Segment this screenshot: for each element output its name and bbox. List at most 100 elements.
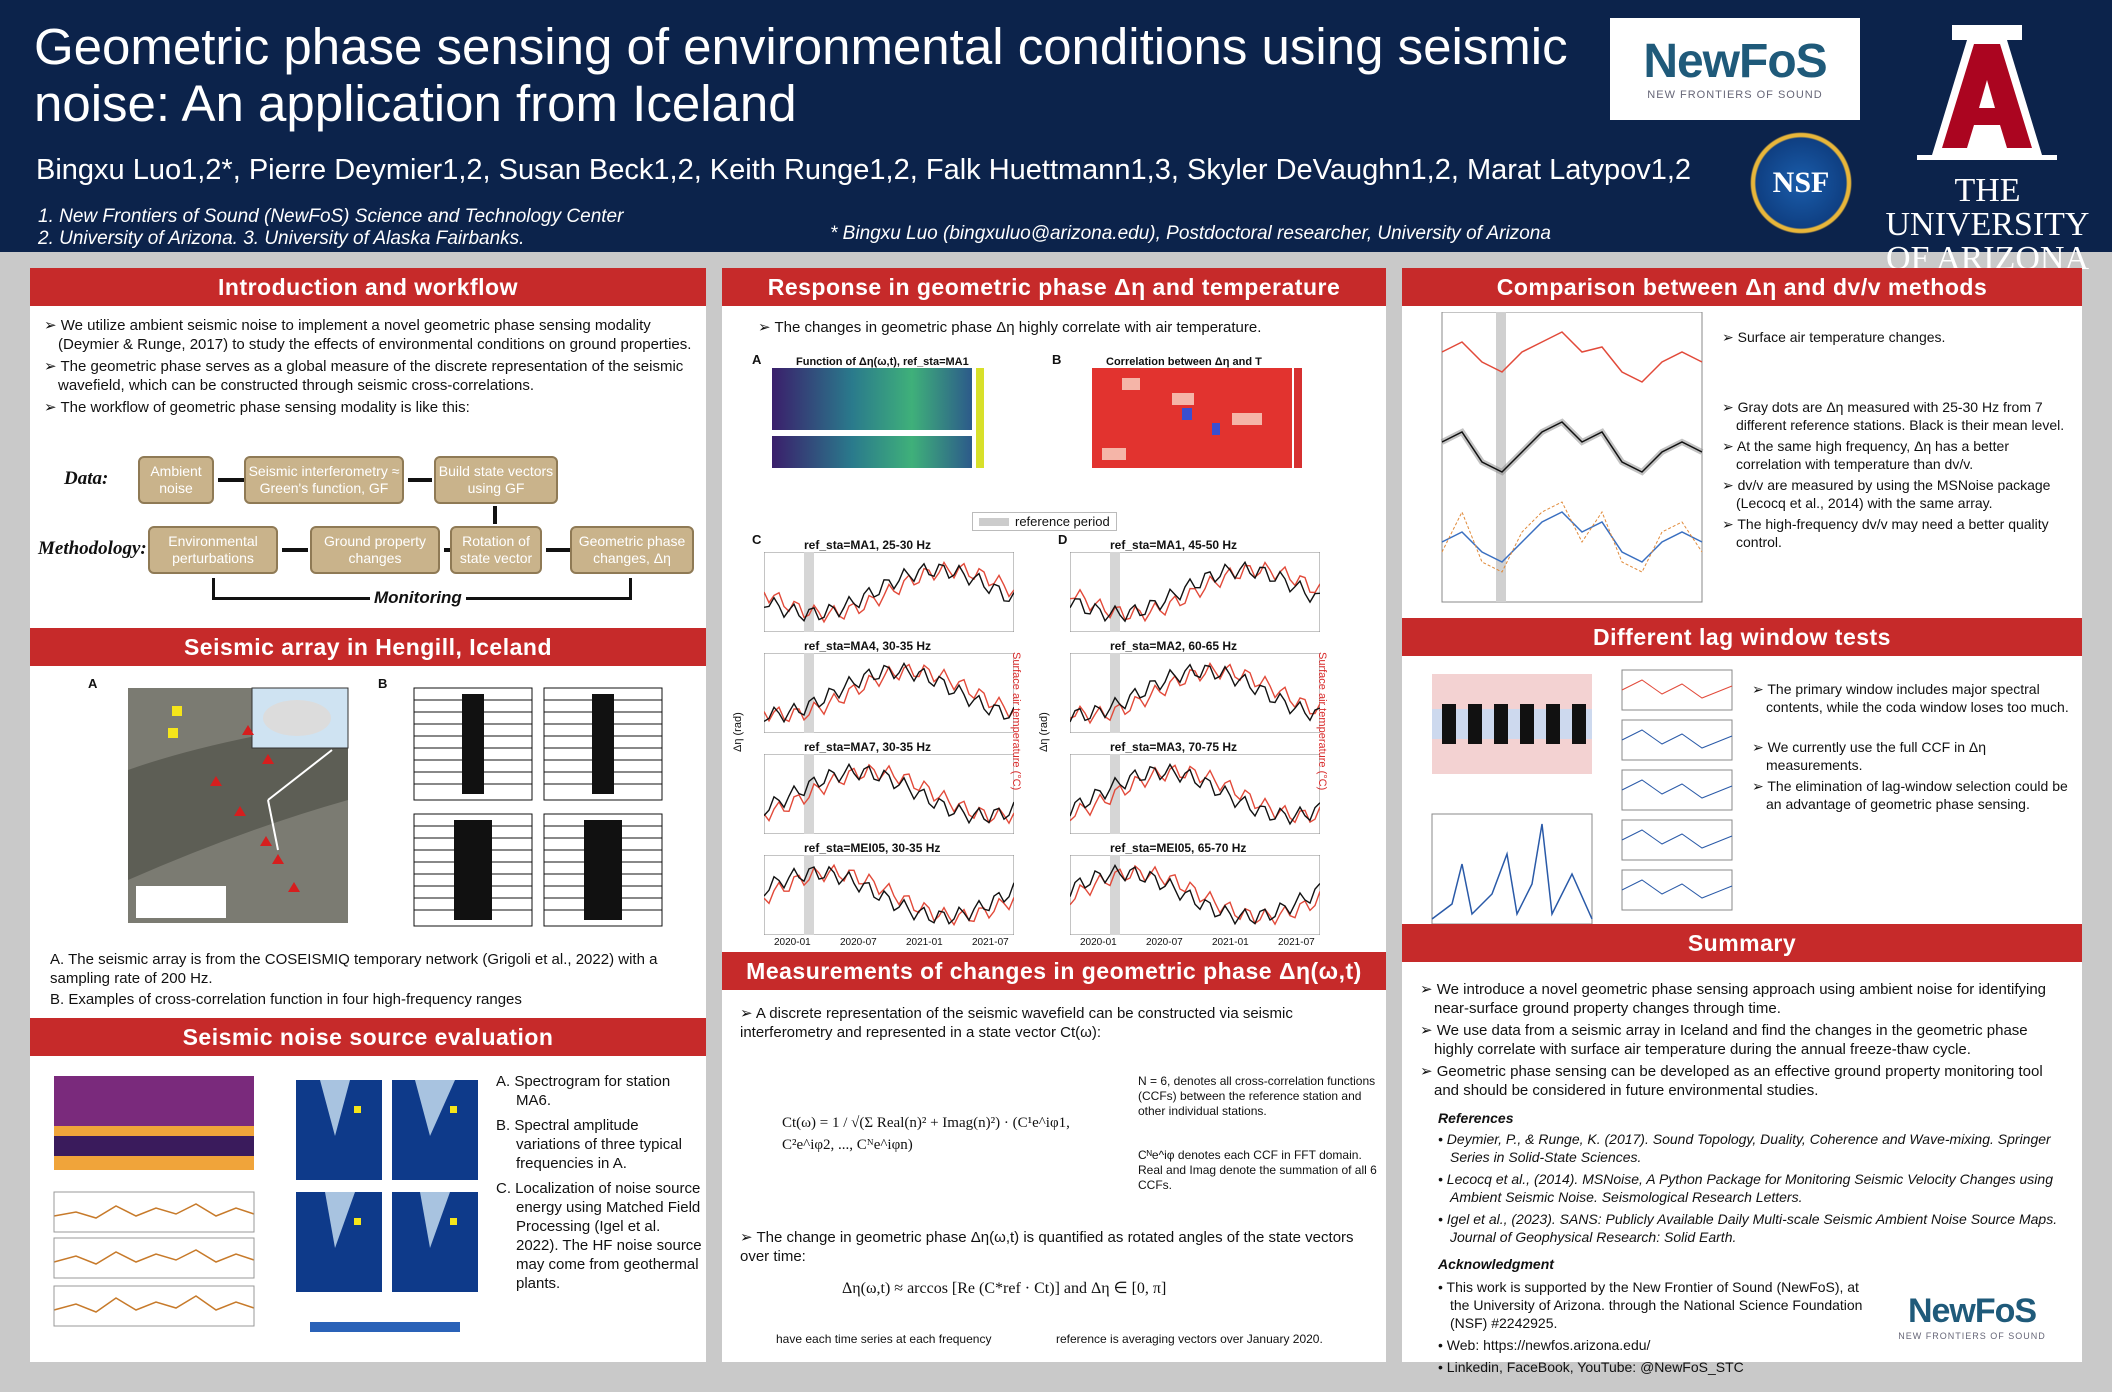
equation-1: Ct(ω) = 1 / √(Σ Real(n)² + Imag(n)²) · (… xyxy=(782,1115,1070,1153)
measure-bullet-1: ➢ A discrete representation of the seism… xyxy=(740,1005,1293,1041)
intro-bullet-2: ➢ The geometric phase serves as a global… xyxy=(44,358,684,394)
nsf-logo: NSF xyxy=(1748,130,1854,236)
poster-title: Geometric phase sensing of environmental… xyxy=(34,18,1568,132)
newfos-logo-subtitle: NEW FRONTIERS OF SOUND xyxy=(1647,89,1823,101)
timeseries-xtick: 2020-01 xyxy=(774,937,811,948)
equation-annotation-2: reference is averaging vectors over Janu… xyxy=(1056,1332,1323,1346)
lag-bullets: ➢ The primary window includes major spec… xyxy=(1752,680,2072,816)
column-middle: Response in geometric phase Δη and tempe… xyxy=(722,268,1386,1362)
equation-note-2: Cᴺe^iφ denotes each CCF in FFT domain. R… xyxy=(1138,1148,1377,1192)
noise-caption-a: A. Spectrogram for station MA6. xyxy=(496,1073,671,1109)
timeseries-ylabel: Δη (rad) xyxy=(732,712,744,752)
summary-heading: Summary xyxy=(1402,924,2082,962)
timeseries-plot xyxy=(764,855,1014,935)
timeseries-title: ref_sta=MA4, 30-35 Hz xyxy=(804,639,932,653)
monitoring-label: Monitoring xyxy=(370,588,466,608)
ack-web-link[interactable]: • Web: https://newfos.arizona.edu/ xyxy=(1438,1337,1651,1353)
correlation-heatmap-figure xyxy=(1092,368,1302,468)
equation-2: Δη(ω,t) ≈ arccos [Re (C*ref · Ct)] and Δ… xyxy=(842,1280,1167,1297)
measure-heading: Measurements of changes in geometric pha… xyxy=(722,952,1386,990)
timeseries-ylabel: Δη (rad) xyxy=(1038,712,1050,752)
noise-source-localization-figure xyxy=(296,1080,478,1332)
measure-bullet-2: ➢ The change in geometric phase Δη(ω,t) … xyxy=(740,1229,1354,1265)
array-caption-b: B. Examples of cross-correlation functio… xyxy=(50,991,522,1008)
arrow-1 xyxy=(218,478,244,482)
noise-heading: Seismic noise source evaluation xyxy=(30,1018,706,1056)
compare-bullet-2: ➢ Gray dots are Δη measured with 25-30 H… xyxy=(1722,399,2065,433)
timeseries-xtick: 2021-07 xyxy=(1278,937,1315,948)
ack-1: • This work is supported by the New Fron… xyxy=(1438,1279,1863,1331)
timeseries-grid: ref_sta=MA1, 25-30 Hz ref_sta=MA4, 30-35 … xyxy=(722,532,1386,952)
timeseries-ylabel-right: Surface air temperature (°C) xyxy=(1316,652,1328,791)
summary-bullets: ➢ We introduce a novel geometric phase s… xyxy=(1420,980,2070,1103)
timeseries-title: ref_sta=MEI05, 30-35 Hz xyxy=(804,841,941,855)
summary-bullet-1: ➢ We introduce a novel geometric phase s… xyxy=(1420,981,2047,1017)
timeseries-plot xyxy=(764,754,1014,834)
array-heading: Seismic array in Hengill, Iceland xyxy=(30,628,706,666)
university-arizona-wordmark: THE UNIVERSITY OF ARIZONA xyxy=(1885,172,2090,277)
university-arizona-a-logo xyxy=(1917,25,2057,160)
response-heading: Response in geometric phase Δη and tempe… xyxy=(722,268,1386,306)
column-left: Introduction and workflow ➢ We utilize a… xyxy=(30,268,706,1362)
lag-bullet-1: ➢ The primary window includes major spec… xyxy=(1752,681,2069,715)
timeseries-ylabel-right: Surface air temperature (°C) xyxy=(1010,652,1022,791)
timeseries-plot xyxy=(1070,552,1320,632)
timeseries-xtick: 2021-01 xyxy=(1212,937,1249,948)
compare-bullet-3: ➢ At the same high frequency, Δη has a b… xyxy=(1722,438,2009,472)
array-caption-a: A. The seismic array is from the COSEISM… xyxy=(50,951,658,987)
compare-bullet-4: ➢ dv/v are measured by using the MSNoise… xyxy=(1722,477,2051,511)
newfos-footer-logo-subtitle: NEW FRONTIERS OF SOUND xyxy=(1898,1331,2046,1341)
newfos-footer-logo: NewFoS NEW FRONTIERS OF SOUND xyxy=(1872,1292,2072,1341)
ccf-waveforms-figure xyxy=(413,687,663,927)
contact-info: * Bingxu Luo (bingxuluo@arizona.edu), Po… xyxy=(830,223,1551,244)
spectrogram-figure xyxy=(53,1076,255,1327)
panel-b-title: Correlation between Δη and T xyxy=(1106,356,1262,368)
timeseries-xtick: 2020-07 xyxy=(840,937,877,948)
timeseries-xtick: 2020-01 xyxy=(1080,937,1117,948)
compare-bullet-1: ➢ Surface air temperature changes. xyxy=(1722,329,1946,345)
arrow-3 xyxy=(282,548,308,552)
poster-header: Geometric phase sensing of environmental… xyxy=(0,0,2112,276)
timeseries-plot xyxy=(1070,754,1320,834)
array-map-figure xyxy=(128,687,349,923)
ack-social: • Linkedin, FaceBook, YouTube: @NewFoS_S… xyxy=(1438,1359,1744,1375)
equation-annotation-1: have each time series at each frequency xyxy=(776,1332,992,1346)
box-ambient-noise: Ambient noise xyxy=(138,456,214,504)
state-vector-equation: Ct(ω) = 1 / √(Σ Real(n)² + Imag(n)²) · (… xyxy=(782,1068,1382,1208)
timeseries-plot xyxy=(1070,653,1320,733)
lag-temperature-figure xyxy=(1621,669,1733,911)
author-list: Bingxu Luo1,2*, Pierre Deymier1,2, Susan… xyxy=(36,154,1692,186)
references-list: • Deymier, P., & Runge, K. (2017). Sound… xyxy=(1434,1130,2074,1250)
timeseries-plot xyxy=(764,552,1014,632)
compare-bullet-5: ➢ The high-frequency dv/v may need a bet… xyxy=(1722,516,2049,550)
box-seismic-interferometry: Seismic interferometry ≈ Green's functio… xyxy=(244,456,404,504)
timeseries-title: ref_sta=MA1, 25-30 Hz xyxy=(804,538,932,552)
affiliation-1: 1. New Frontiers of Sound (NewFoS) Scien… xyxy=(38,206,624,227)
column-right: Comparison between Δη and dv/v methods ➢… xyxy=(1402,268,2082,1375)
acknowledgment-heading: Acknowledgment xyxy=(1438,1256,1554,1272)
intro-heading: Introduction and workflow xyxy=(30,268,706,306)
noise-captions: A. Spectrogram for station MA6. B. Spect… xyxy=(496,1072,702,1296)
reference-period-legend: reference period xyxy=(972,512,1117,531)
timeseries-title: ref_sta=MA7, 30-35 Hz xyxy=(804,740,932,754)
timeseries-xtick: 2021-07 xyxy=(972,937,1009,948)
workflow-method-label: Methodology: xyxy=(38,538,147,559)
newfos-logo-text: NewFoS xyxy=(1643,35,1827,88)
affiliation-2: 2. University of Arizona. 3. University … xyxy=(38,228,525,249)
summary-bullet-2: ➢ We use data from a seismic array in Ic… xyxy=(1420,1022,2028,1058)
phase-heatmap-figure xyxy=(772,368,984,468)
newfos-logo: NewFoS NEW FRONTIERS OF SOUND xyxy=(1610,18,1860,120)
box-geometric-phase-changes: Geometric phase changes, Δη xyxy=(570,526,694,574)
response-bullet: ➢ The changes in geometric phase Δη high… xyxy=(758,319,1262,336)
reference-1: • Deymier, P., & Runge, K. (2017). Sound… xyxy=(1438,1131,2051,1165)
references-heading: References xyxy=(1438,1110,1514,1126)
compare-heading: Comparison between Δη and dv/v methods xyxy=(1402,268,2082,306)
timeseries-xtick: 2020-07 xyxy=(1146,937,1183,948)
timeseries-title: ref_sta=MA3, 70-75 Hz xyxy=(1110,740,1238,754)
equation-note-1: N = 6, denotes all cross-correlation fun… xyxy=(1138,1074,1376,1118)
timeseries-title: ref_sta=MEI05, 65-70 Hz xyxy=(1110,841,1247,855)
noise-caption-b: B. Spectral amplitude variations of thre… xyxy=(496,1117,682,1172)
arrow-down xyxy=(493,506,497,524)
arrow-2 xyxy=(408,478,432,482)
workflow-data-label: Data: xyxy=(64,468,109,489)
